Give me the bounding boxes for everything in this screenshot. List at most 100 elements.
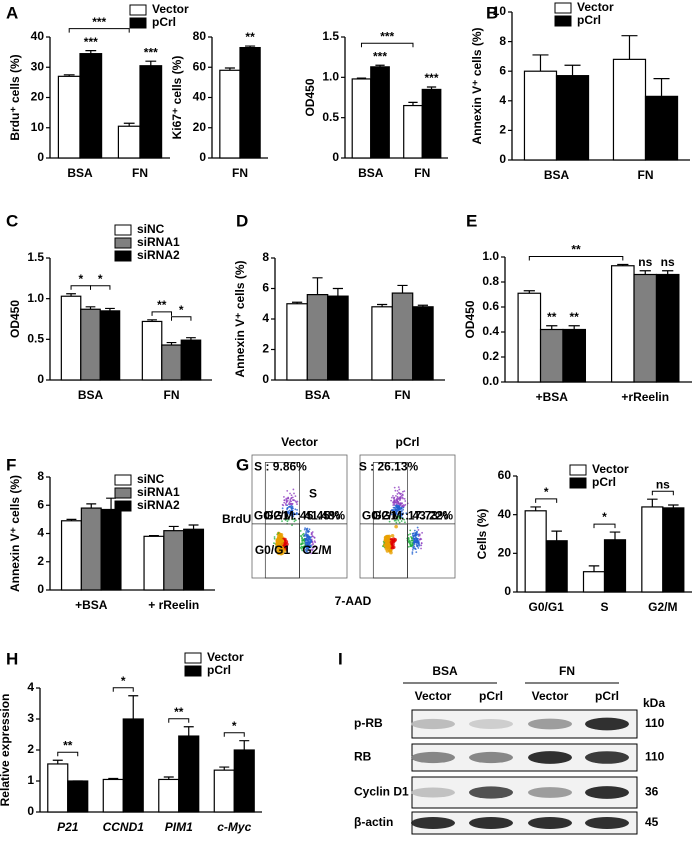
bar [67, 780, 89, 813]
event-dot [301, 540, 304, 542]
significance-bracket [168, 718, 190, 723]
legend-label: Vector [592, 462, 629, 476]
event-dot [420, 538, 423, 540]
bar [57, 75, 81, 159]
event-dot [384, 538, 389, 543]
x-tick-label: BSA [358, 166, 384, 180]
event-dot [291, 524, 293, 527]
event-dot [313, 536, 316, 539]
y-axis-label: OD450 [8, 300, 22, 338]
bar [233, 749, 255, 813]
significance-label: ** [245, 30, 255, 44]
event-dot [390, 496, 393, 499]
y-tick-label: 10 [31, 120, 45, 134]
event-dot [414, 547, 417, 550]
legend-label: siRNA2 [137, 248, 180, 262]
error-bar [52, 759, 63, 764]
bar [99, 310, 121, 381]
y-tick-label: 0.4 [482, 324, 499, 338]
event-dot [305, 543, 307, 545]
legend-swatch [114, 250, 132, 262]
y-tick-label: 20 [31, 90, 45, 104]
event-dot [409, 529, 412, 532]
legend-label: siNC [137, 472, 165, 486]
error-bar [183, 726, 194, 737]
error-bar [653, 78, 670, 97]
event-dot [277, 545, 282, 549]
event-dot [393, 506, 396, 509]
x-tick-label: CCND1 [103, 820, 145, 834]
event-dot [309, 541, 311, 544]
gate-g0g1 [264, 523, 300, 579]
y-tick-label: 60 [193, 59, 207, 73]
panel-letter: H [6, 649, 18, 668]
event-dot [411, 544, 414, 546]
event-dot [283, 499, 286, 501]
bar [351, 78, 372, 159]
event-dot [292, 518, 295, 521]
event-dot [395, 521, 398, 524]
y-axis-label: Annexin V⁺ cells (%) [233, 260, 247, 377]
event-dot [282, 504, 285, 507]
legend-swatch [114, 500, 132, 512]
event-dot [283, 501, 286, 504]
error-bar [166, 341, 177, 346]
event-dot [288, 501, 291, 504]
event-dot [290, 496, 293, 499]
x-tick-label: PIM1 [165, 820, 193, 834]
event-dot [398, 521, 401, 524]
legend-swatch [554, 2, 572, 14]
event-dot [393, 511, 396, 514]
significance-label: * [179, 303, 184, 317]
band [469, 786, 513, 799]
significance-label: ** [571, 243, 581, 257]
y-axis-label: Cells (%) [475, 509, 489, 560]
bar [158, 778, 180, 813]
band [528, 751, 572, 764]
event-dot [281, 546, 285, 551]
y-tick-label: 0 [37, 372, 44, 386]
event-dot [301, 546, 304, 548]
y-tick-label: 0 [332, 150, 339, 164]
gate-label: S : 26.13% [359, 459, 419, 473]
x-tick-label: BSA [544, 168, 570, 182]
event-dot [418, 544, 421, 547]
event-dot [288, 511, 291, 514]
event-dot [294, 495, 297, 497]
quadrant-label: G2/M [302, 543, 331, 557]
event-dot [292, 499, 294, 501]
significance-bracket [651, 490, 674, 496]
event-dot [398, 488, 401, 491]
event-dot [398, 508, 401, 510]
event-dot [273, 537, 276, 540]
bar [239, 46, 261, 159]
y-tick-label: 1.0 [322, 70, 339, 84]
y-tick-label: 6 [262, 281, 269, 295]
significance-label: *** [380, 29, 394, 43]
bar [47, 763, 69, 813]
event-dot [289, 510, 292, 513]
error-bar [375, 64, 385, 67]
significance-label: ** [63, 738, 73, 752]
event-dot [293, 520, 296, 523]
significance-label: ** [174, 705, 184, 719]
event-dot [400, 513, 403, 516]
y-tick-label: 1.0 [27, 291, 44, 305]
event-dot [287, 518, 290, 521]
y-tick-label: 0 [504, 584, 511, 598]
event-dot [286, 489, 289, 492]
panel-letter: I [338, 649, 343, 668]
event-dot [283, 496, 285, 498]
event-dot [295, 512, 298, 514]
event-dot [293, 513, 295, 516]
legend-label: Vector [207, 650, 244, 664]
event-dot [396, 489, 399, 492]
y-tick-label: 0 [37, 150, 44, 164]
event-dot [402, 505, 405, 508]
legend-swatch [184, 665, 202, 677]
event-dot [390, 513, 393, 516]
bar [523, 70, 558, 161]
error-bar [568, 325, 580, 330]
event-dot [301, 538, 304, 540]
event-dot [393, 496, 395, 499]
